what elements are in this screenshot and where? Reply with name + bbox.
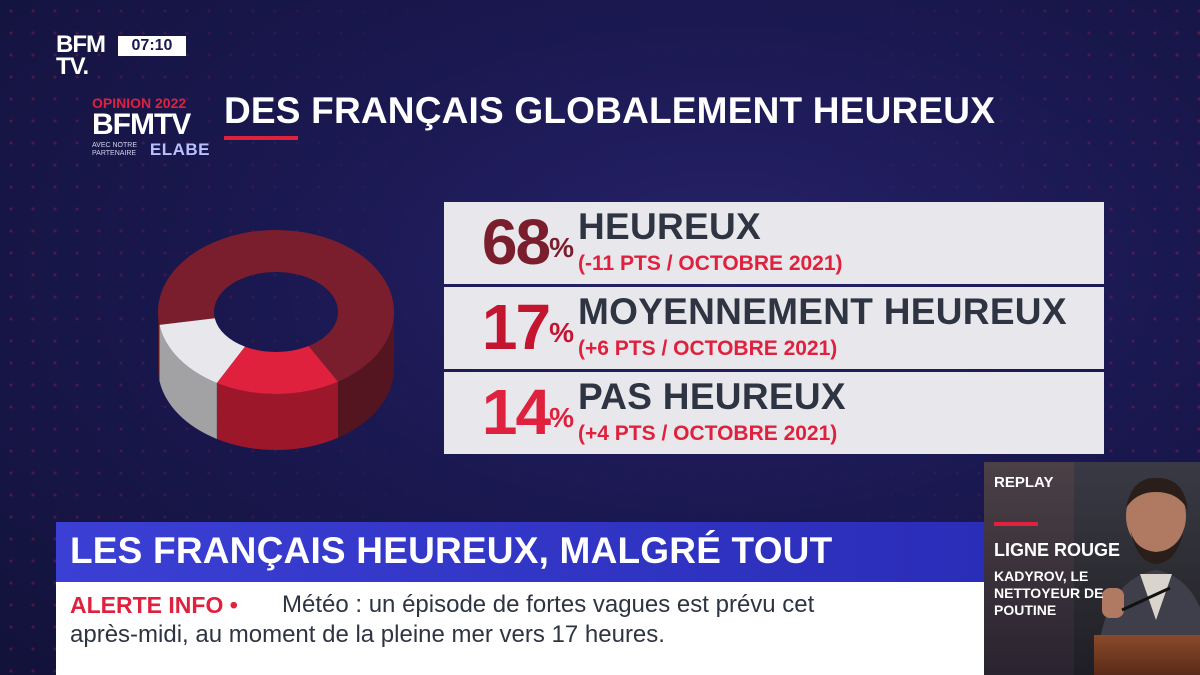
badge-partner-small: AVEC NOTRE PARTENAIRE: [92, 142, 137, 157]
podium: [1094, 635, 1200, 675]
alert-label: ALERTE INFO •: [70, 592, 238, 618]
clock-time: 07:10: [118, 36, 186, 56]
chart-legend: 68% HEUREUX (-11 PTS / OCTOBRE 2021) 17%…: [444, 202, 1104, 457]
replay-background: [984, 462, 1074, 675]
badge-partner: ELABE: [149, 140, 210, 159]
headline-accent-bar: [224, 136, 298, 140]
channel-logo: BFM TV.: [56, 31, 106, 80]
donut-wall-1: [216, 381, 339, 450]
legend-row: 68% HEUREUX (-11 PTS / OCTOBRE 2021): [444, 202, 1104, 284]
donut-slice-0: [158, 229, 395, 382]
chart-headline: DES FRANÇAIS GLOBALEMENT HEUREUX: [224, 90, 996, 131]
donut-slice-1: [216, 346, 339, 394]
replay-panel[interactable]: REPLAY LIGNE ROUGE KADYROV, LE NETTOYEUR…: [984, 462, 1200, 675]
legend-percent: 68%: [481, 206, 574, 278]
legend-label: HEUREUX: [578, 206, 762, 247]
legend-label: PAS HEUREUX: [578, 376, 846, 417]
lower-third-banner: LES FRANÇAIS HEUREUX, MALGRÉ TOUT: [56, 522, 984, 582]
donut-wall-2: [159, 324, 217, 439]
news-ticker: ALERTE INFO • Météo : un épisode de fort…: [56, 582, 984, 675]
replay-tag: REPLAY: [994, 474, 1054, 491]
donut-wall-0: [158, 312, 160, 381]
ticker-line-1: Météo : un épisode de fortes vagues est …: [282, 591, 815, 618]
legend-change: (+6 PTS / OCTOBRE 2021): [578, 337, 838, 360]
logo-line-1: BFM: [56, 31, 106, 58]
logo-line-2: TV.: [56, 53, 89, 80]
badge-line-1: OPINION 2022: [92, 95, 187, 111]
replay-accent-bar: [994, 522, 1038, 526]
opinion-badge: OPINION 2022 BFMTV AVEC NOTRE PARTENAIRE…: [92, 96, 210, 160]
replay-show-title: LIGNE ROUGE: [994, 540, 1121, 560]
legend-row: 14% PAS HEUREUX (+4 PTS / OCTOBRE 2021): [444, 372, 1104, 454]
legend-percent: 17%: [481, 291, 574, 363]
replay-description: KADYROV, LE NETTOYEUR DE POUTINE: [994, 568, 1104, 618]
donut-chart: [158, 229, 395, 450]
legend-change: (+4 PTS / OCTOBRE 2021): [578, 422, 838, 445]
ticker-line-2: après-midi, au moment de la pleine mer v…: [70, 621, 665, 648]
banner-title: LES FRANÇAIS HEUREUX, MALGRÉ TOUT: [70, 530, 833, 571]
donut-wall-0: [338, 312, 394, 438]
legend-row: 17% MOYENNEMENT HEUREUX (+6 PTS / OCTOBR…: [444, 287, 1104, 369]
badge-line-2: BFMTV: [92, 108, 191, 141]
legend-label: MOYENNEMENT HEUREUX: [578, 291, 1067, 332]
legend-change: (-11 PTS / OCTOBRE 2021): [578, 252, 843, 275]
donut-slice-2: [159, 318, 245, 383]
legend-percent: 14%: [481, 376, 574, 448]
ticker-text: Météo : un épisode de fortes vagues est …: [70, 590, 972, 650]
